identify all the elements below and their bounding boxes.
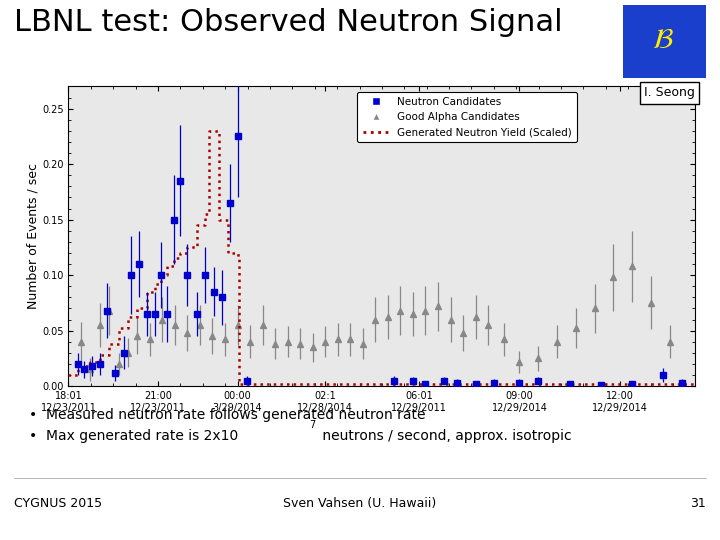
Y-axis label: Number of Events / sec: Number of Events / sec — [26, 163, 39, 309]
Legend: Neutron Candidates, Good Alpha Candidates, Generated Neutron Yield (Scaled): Neutron Candidates, Good Alpha Candidate… — [357, 92, 577, 143]
Text: •  Measured neutron rate follows generated neutron rate: • Measured neutron rate follows generate… — [29, 408, 426, 422]
Text: CYGNUS 2015: CYGNUS 2015 — [14, 497, 102, 510]
Text: •  Max generated rate is 2x10: • Max generated rate is 2x10 — [29, 429, 238, 443]
Text: LBNL test: Observed Neutron Signal: LBNL test: Observed Neutron Signal — [14, 8, 563, 37]
Text: I. Seong: I. Seong — [644, 86, 695, 99]
Text: $\mathcal{B}$: $\mathcal{B}$ — [652, 26, 673, 55]
Text: neutrons / second, approx. isotropic: neutrons / second, approx. isotropic — [318, 429, 572, 443]
Text: 7: 7 — [310, 420, 315, 430]
Text: Sven Vahsen (U. Hawaii): Sven Vahsen (U. Hawaii) — [284, 497, 436, 510]
Text: 31: 31 — [690, 497, 706, 510]
